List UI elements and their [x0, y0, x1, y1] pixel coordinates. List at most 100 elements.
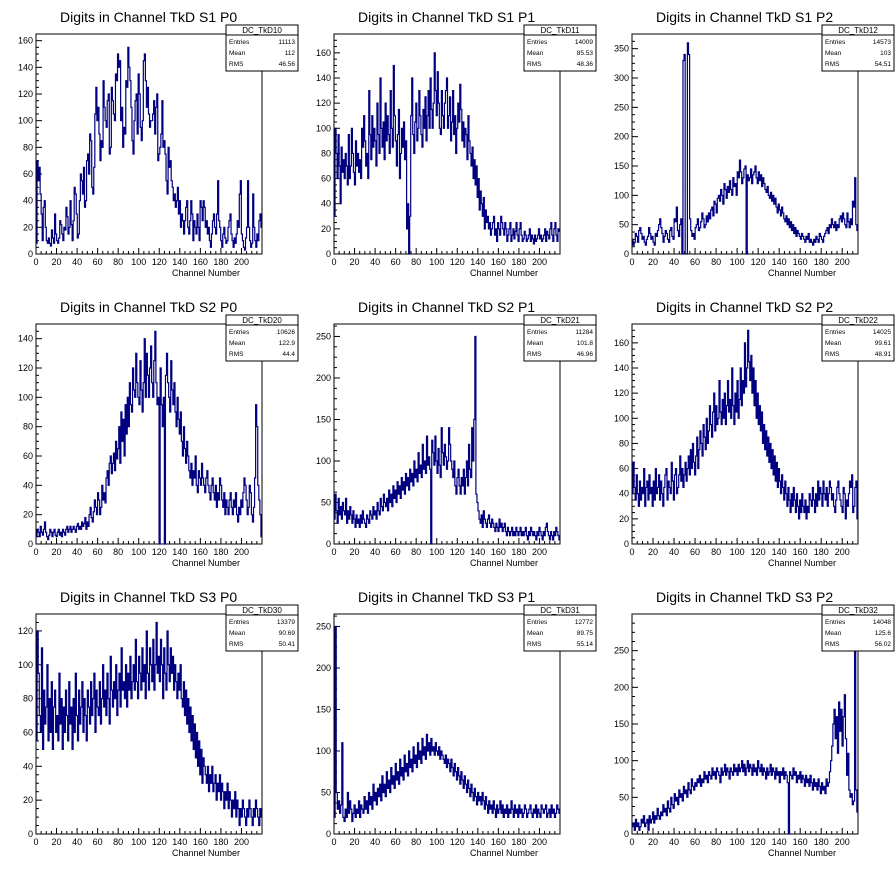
stats-label: RMS — [527, 641, 542, 648]
stats-value: 85.53 — [577, 50, 594, 57]
x-tick-label: 160 — [491, 257, 506, 267]
stats-label: Entries — [229, 329, 250, 336]
stats-value: 56.02 — [875, 641, 892, 648]
y-tick-label: 160 — [614, 338, 629, 348]
x-tick-label: 40 — [669, 547, 679, 557]
stats-label: RMS — [527, 61, 542, 68]
stats-value: 99.61 — [875, 340, 892, 347]
y-tick-label: 60 — [619, 464, 629, 474]
x-tick-label: 160 — [793, 257, 808, 267]
y-tick-label: 120 — [18, 363, 33, 373]
x-tick-label: 60 — [690, 257, 700, 267]
stats-label: Entries — [825, 329, 846, 336]
y-tick-label: 250 — [316, 331, 331, 341]
x-tick-label: 20 — [648, 257, 658, 267]
stats-value: 14009 — [575, 39, 593, 46]
y-tick-label: 50 — [321, 787, 331, 797]
x-tick-label: 140 — [470, 837, 485, 847]
x-tick-label: 0 — [33, 837, 38, 847]
plot-frame — [631, 323, 859, 545]
x-tick-label: 80 — [113, 257, 123, 267]
x-tick-label: 120 — [751, 257, 766, 267]
y-tick-label: 40 — [321, 199, 331, 209]
y-tick-label: 0 — [28, 829, 33, 839]
y-tick-label: 100 — [614, 190, 629, 200]
chart-title: Digits in Channel TkD S1 P2 — [656, 9, 833, 25]
y-tick-label: 250 — [316, 621, 331, 631]
y-tick-label: 60 — [23, 169, 33, 179]
stats-box — [523, 604, 597, 652]
x-tick-label: 100 — [730, 837, 745, 847]
y-tick-label: 40 — [23, 196, 33, 206]
y-tick-label: 120 — [316, 98, 331, 108]
stats-box — [523, 314, 597, 362]
histogram-series — [632, 329, 858, 520]
stats-value: 14573 — [873, 39, 891, 46]
histogram-series — [36, 621, 262, 827]
stats-box — [225, 24, 299, 72]
x-tick-label: 0 — [331, 547, 336, 557]
histogram-panel: Digits in Channel TkD S2 P2 0 20 40 60 80 100 1… — [596, 290, 895, 580]
x-tick-label: 20 — [648, 547, 658, 557]
x-axis-label: Channel Number — [470, 268, 538, 278]
chart-title: Digits in Channel TkD S3 P1 — [358, 589, 535, 605]
stats-label: Entries — [825, 39, 846, 46]
stats-value: 11113 — [278, 39, 295, 46]
chart-title: Digits in Channel TkD S1 P1 — [358, 9, 535, 25]
x-tick-label: 80 — [711, 257, 721, 267]
stats-histogram-name: DC_TkD20 — [242, 316, 282, 325]
y-tick-label: 40 — [23, 480, 33, 490]
x-axis-label: Channel Number — [470, 848, 538, 858]
stats-histogram-name: DC_TkD30 — [242, 606, 282, 615]
x-tick-label: 140 — [470, 257, 485, 267]
x-tick-label: 0 — [331, 257, 336, 267]
stats-value: 14048 — [873, 619, 891, 626]
x-tick-label: 0 — [33, 547, 38, 557]
x-tick-label: 60 — [93, 547, 103, 557]
y-tick-label: 60 — [23, 727, 33, 737]
x-tick-label: 20 — [648, 837, 658, 847]
stats-value: 54.51 — [875, 61, 892, 68]
y-tick-label: 60 — [23, 451, 33, 461]
y-tick-label: 120 — [18, 626, 33, 636]
x-tick-label: 160 — [193, 547, 208, 557]
x-tick-label: 140 — [772, 547, 787, 557]
stats-histogram-name: DC_TkD11 — [541, 26, 581, 35]
stats-label: Entries — [825, 619, 846, 626]
x-tick-label: 20 — [350, 257, 360, 267]
x-tick-label: 80 — [113, 837, 123, 847]
y-tick-label: 140 — [614, 363, 629, 373]
x-tick-label: 100 — [730, 547, 745, 557]
x-tick-label: 40 — [370, 257, 380, 267]
x-tick-label: 180 — [814, 547, 829, 557]
chart-title: Digits in Channel TkD S2 P1 — [358, 299, 535, 315]
y-tick-label: 0 — [326, 249, 331, 259]
x-axis-label: Channel Number — [768, 558, 836, 568]
x-tick-label: 100 — [131, 257, 146, 267]
x-tick-label: 80 — [711, 547, 721, 557]
stats-label: Entries — [229, 39, 250, 46]
x-tick-label: 140 — [172, 257, 187, 267]
histogram-panel: Digits in Channel TkD S2 P0 0 20 40 60 80 100 1… — [0, 290, 299, 580]
y-tick-label: 80 — [23, 142, 33, 152]
stats-label: RMS — [825, 641, 840, 648]
x-tick-label: 200 — [835, 837, 850, 847]
stats-value: 48.36 — [577, 61, 594, 68]
y-tick-label: 160 — [18, 36, 33, 46]
x-tick-label: 20 — [350, 837, 360, 847]
x-tick-label: 60 — [391, 257, 401, 267]
stats-label: Entries — [527, 329, 548, 336]
x-tick-label: 120 — [152, 837, 167, 847]
y-tick-label: 150 — [316, 414, 331, 424]
stats-value: 44.4 — [282, 351, 295, 358]
x-tick-label: 120 — [751, 547, 766, 557]
stats-value: 46.96 — [577, 351, 594, 358]
y-tick-label: 50 — [321, 497, 331, 507]
x-tick-label: 100 — [429, 547, 444, 557]
y-tick-label: 50 — [619, 220, 629, 230]
chart-title: Digits in Channel TkD S3 P0 — [60, 589, 237, 605]
y-tick-label: 0 — [326, 539, 331, 549]
stats-label: RMS — [527, 351, 542, 358]
y-tick-label: 250 — [614, 646, 629, 656]
